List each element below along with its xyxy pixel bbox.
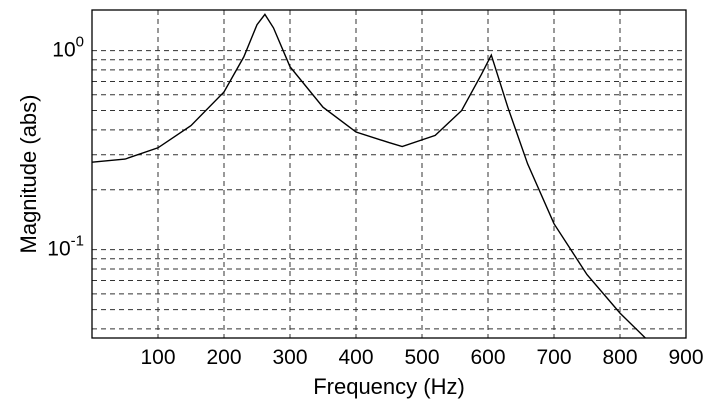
plot-frame <box>91 9 687 339</box>
y-axis-label: Magnitude (abs) <box>16 95 41 254</box>
y-tick-base: 10 <box>47 238 70 261</box>
x-tick-label: 600 <box>470 346 505 369</box>
y-tick-label: 10-1 <box>47 233 84 261</box>
x-tick-label: 900 <box>668 346 703 369</box>
x-tick-label: 200 <box>206 346 241 369</box>
x-tick-label: 700 <box>536 346 571 369</box>
y-tick-exponent: -1 <box>71 233 84 250</box>
x-tick-label: 800 <box>602 346 637 369</box>
y-tick-label: 100 <box>52 34 84 62</box>
grid <box>92 10 686 338</box>
x-tick-label: 500 <box>404 346 439 369</box>
x-tick-label: 400 <box>338 346 373 369</box>
series-line <box>92 13 647 338</box>
x-tick-label: 100 <box>140 346 175 369</box>
x-tick-labels: 100 200 300 400 500 600 700 800 900 <box>140 346 703 369</box>
x-tick-label: 300 <box>272 346 307 369</box>
series-layer <box>92 13 647 338</box>
y-tick-base: 10 <box>52 39 75 62</box>
x-axis-label: Frequency (Hz) <box>313 374 465 399</box>
y-tick-exponent: 0 <box>76 34 84 51</box>
